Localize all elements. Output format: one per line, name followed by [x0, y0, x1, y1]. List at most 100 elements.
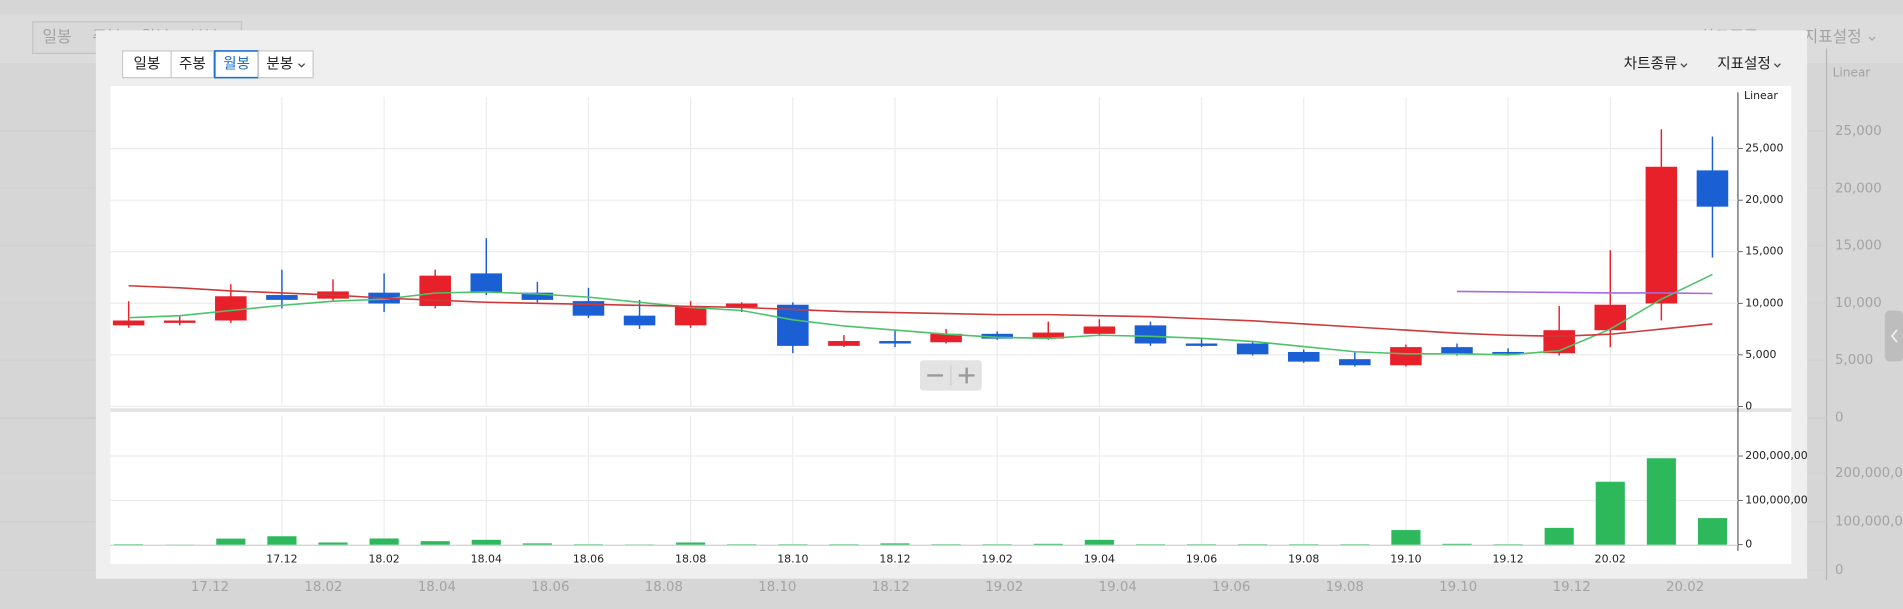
- candle-body: [163, 320, 196, 323]
- volume-bar: [318, 542, 348, 545]
- x-tick-label: 19.10: [1390, 552, 1421, 565]
- menu-label[interactable]: 지표설정: [1717, 55, 1771, 72]
- candle-body: [930, 333, 962, 343]
- volume-bar: [216, 538, 246, 545]
- background-price-tick: 25,000: [1835, 124, 1882, 139]
- zoom-control: [919, 360, 982, 391]
- candle-body: [1032, 332, 1065, 339]
- background-date: 20.02: [1666, 580, 1704, 595]
- chart-panel: [110, 86, 1792, 565]
- volume-bar: [1391, 530, 1421, 545]
- background-date: 17.12: [191, 580, 229, 595]
- background-date: 18.04: [418, 580, 456, 595]
- candle-body: [1441, 347, 1473, 355]
- background-date: 19.06: [1212, 580, 1250, 595]
- volume-bar: [1544, 527, 1574, 545]
- candle-body: [1645, 166, 1678, 304]
- background-price-tick: 0: [1835, 410, 1843, 425]
- x-tick-label: 19.06: [1186, 552, 1217, 565]
- side-handle[interactable]: [1884, 310, 1903, 362]
- candle-body: [1492, 351, 1524, 354]
- candle-body: [572, 301, 605, 316]
- background-price-tick: 5,000: [1835, 353, 1873, 368]
- y-tick-label: 15,000: [1745, 245, 1783, 258]
- y-tick-label: 0: [1745, 538, 1752, 551]
- candle-body: [1543, 330, 1575, 354]
- volume-bar: [1595, 481, 1625, 545]
- volume-bar: [369, 538, 399, 545]
- volume-bar: [880, 543, 910, 545]
- zoom-in[interactable]: [958, 367, 975, 384]
- background-date: 19.10: [1439, 580, 1477, 595]
- x-tick-label: 19.02: [982, 552, 1013, 565]
- candle-body: [1696, 170, 1729, 207]
- period-button[interactable]: [121, 50, 172, 79]
- x-tick-label: 18.08: [675, 552, 706, 565]
- candle-body: [623, 315, 656, 326]
- candle-body: [112, 320, 145, 326]
- background-volume-tick: 0: [1835, 563, 1843, 578]
- background-date: 19.08: [1326, 580, 1364, 595]
- period-button[interactable]: [214, 50, 260, 79]
- volume-bar: [1646, 458, 1676, 545]
- x-tick-label: 18.04: [471, 552, 502, 565]
- x-tick-label: 19.04: [1084, 552, 1115, 565]
- period-button[interactable]: [170, 50, 215, 79]
- volume-bar: [267, 536, 297, 545]
- background-date: 18.12: [872, 580, 910, 595]
- x-tick-label: 17.12: [266, 552, 297, 565]
- y-tick-label: 10,000: [1745, 296, 1783, 309]
- y-tick-label: 0: [1745, 399, 1752, 412]
- background-menu: 지표설정: [1804, 27, 1862, 46]
- candle-body: [1185, 343, 1218, 346]
- candle-body: [674, 305, 707, 326]
- background-date: 18.06: [531, 580, 569, 595]
- period-label: 월봉: [223, 55, 250, 72]
- menu-label[interactable]: 차트종류: [1624, 55, 1678, 72]
- volume-bar: [1697, 518, 1728, 545]
- x-tick-label: 19.12: [1492, 552, 1523, 565]
- y-tick-label: 100,000,00: [1745, 493, 1808, 506]
- background-date: 19.12: [1553, 580, 1591, 595]
- candle-body: [981, 333, 1013, 339]
- candle-body: [470, 273, 503, 293]
- background-volume-tick: 100,000,000: [1835, 515, 1903, 530]
- x-tick-label: 18.12: [879, 552, 910, 565]
- dropdown-chevron: [1680, 63, 1688, 68]
- background-price-tick: 10,000: [1835, 296, 1882, 311]
- volume-bar: [522, 543, 552, 545]
- candle-body: [1236, 343, 1269, 355]
- background-date: 18.08: [645, 580, 683, 595]
- chart-popup: 일봉 주봉 월봉 분봉 차트종류 지표설정 Linear 0 5,000 10,000 15,000…: [95, 30, 1808, 579]
- period-label: 일봉: [133, 55, 160, 72]
- candle-body: [1287, 351, 1320, 362]
- candle-body: [215, 296, 247, 321]
- moving-average-line: [1457, 290, 1713, 295]
- candle-body: [266, 295, 298, 300]
- volume-bar: [1442, 543, 1472, 545]
- volume-bar: [676, 542, 706, 545]
- background-period: 일봉: [43, 27, 72, 46]
- side-handle-icon: [1890, 329, 1898, 343]
- background-date: 19.02: [985, 580, 1023, 595]
- volume-bar: [420, 541, 450, 545]
- candle-body: [1083, 326, 1116, 334]
- candle-body: [1339, 359, 1371, 366]
- background-price-tick: 15,000: [1835, 239, 1882, 254]
- x-tick-label: 18.06: [573, 552, 604, 565]
- period-label: 주봉: [179, 55, 206, 72]
- candle-body: [777, 304, 809, 346]
- background-volume-tick: 200,000,000: [1835, 466, 1903, 481]
- x-tick-label: 19.08: [1288, 552, 1319, 565]
- candle-body: [1390, 347, 1422, 366]
- y-tick-label: 20,000: [1745, 193, 1783, 206]
- period-label: 분봉: [266, 55, 293, 72]
- candle-body: [725, 303, 758, 308]
- volume-bar: [1033, 543, 1063, 545]
- x-tick-label: 20.02: [1595, 552, 1626, 565]
- moving-average-line: [128, 284, 1713, 338]
- x-tick-label: 18.02: [368, 552, 399, 565]
- candle-body: [1134, 325, 1167, 344]
- volume-bar: [471, 539, 501, 545]
